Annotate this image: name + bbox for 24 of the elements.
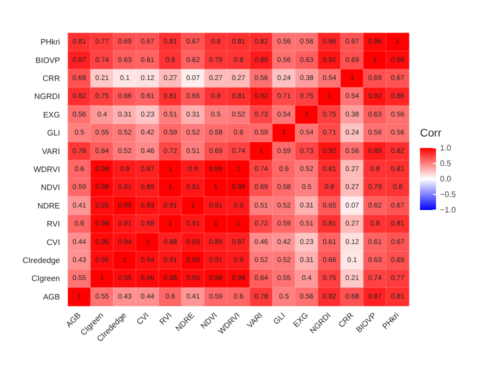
y-tick-label: CIgreen bbox=[32, 274, 60, 284]
y-tick-label: NDRE bbox=[37, 201, 60, 210]
x-tick-label: GLI bbox=[272, 310, 288, 326]
color-bar-label: −0.5 bbox=[440, 190, 456, 199]
y-tick-label: AGB bbox=[43, 292, 60, 302]
y-tick-label: GLI bbox=[47, 128, 60, 138]
color-bar-label: −1.0 bbox=[440, 206, 456, 214]
y-tick-label: NGRDI bbox=[34, 92, 60, 102]
y-tick-label: BIOVP bbox=[36, 56, 60, 65]
y-tick-label: VARI bbox=[42, 146, 60, 156]
y-tick-label: PHkri bbox=[40, 38, 60, 47]
y-tick-label: CVI bbox=[46, 238, 60, 247]
color-bar-label: 0.5 bbox=[440, 159, 452, 168]
color-bar-label: 0.0 bbox=[440, 174, 452, 184]
y-tick-label: RVI bbox=[46, 220, 60, 229]
y-tick-label: WDRVI bbox=[33, 165, 60, 174]
color-bar-title: Corr bbox=[420, 128, 442, 140]
x-tick-label: CVI bbox=[134, 310, 151, 327]
x-tick-label: RVI bbox=[158, 310, 174, 326]
y-tick-label: CRR bbox=[42, 74, 60, 83]
y-tick-label: NDVI bbox=[40, 183, 60, 192]
y-tick-label: EXG bbox=[43, 110, 60, 120]
color-bar-label: 1.0 bbox=[440, 144, 452, 152]
y-tick-label: CIrededge bbox=[22, 256, 61, 265]
